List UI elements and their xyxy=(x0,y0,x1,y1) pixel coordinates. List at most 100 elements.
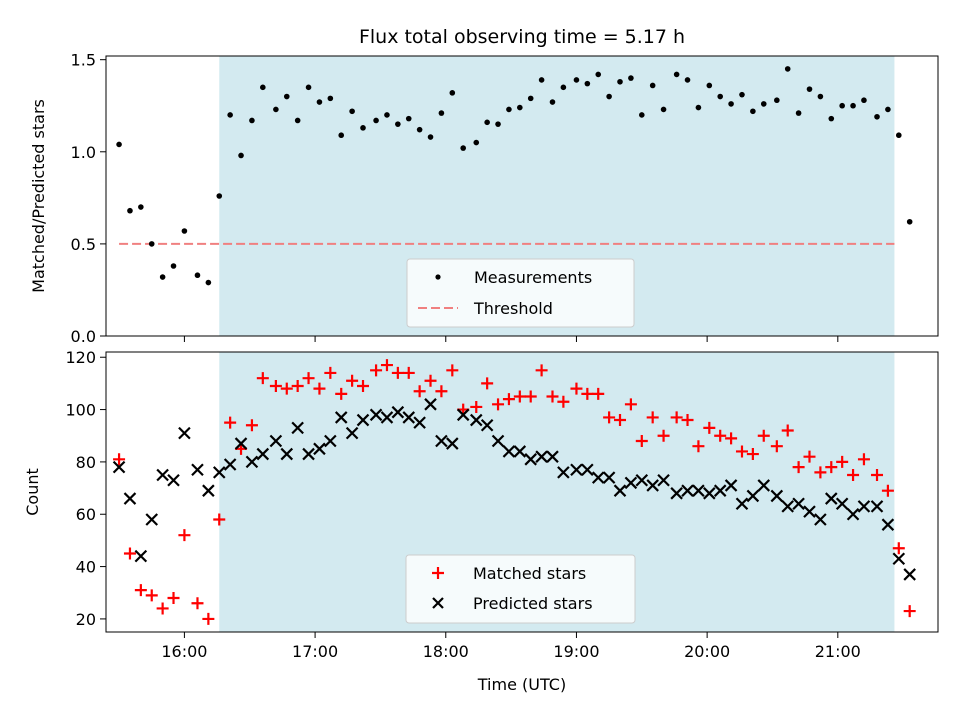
predicted-star-point xyxy=(581,463,594,477)
predicted-star-point xyxy=(735,497,749,511)
predicted-star-point xyxy=(557,466,570,479)
matched-star-point xyxy=(502,393,515,406)
measurement-point xyxy=(606,93,612,100)
matched-star-point xyxy=(413,385,426,398)
measurement-point xyxy=(861,97,867,104)
measurement-point xyxy=(560,84,567,91)
measurement-point xyxy=(649,82,656,89)
predicted-star-point xyxy=(546,450,559,463)
measurement-point xyxy=(760,101,767,107)
legend-matched-marker xyxy=(432,567,444,579)
predicted-star-point xyxy=(835,497,849,511)
matched-star-point xyxy=(524,390,537,403)
predicted-star-point xyxy=(792,497,805,511)
measurement-point xyxy=(148,241,155,247)
matched-star-point xyxy=(391,366,404,379)
predicted-star-point xyxy=(324,434,337,448)
predicted-star-point xyxy=(713,484,727,497)
measurement-point xyxy=(127,207,133,214)
measurement-point xyxy=(460,145,466,151)
predicted-star-point xyxy=(781,500,794,513)
matched-star-point xyxy=(335,387,348,400)
measurement-point xyxy=(660,106,667,113)
matched-star-point xyxy=(256,372,269,385)
predicted-star-point xyxy=(602,471,616,484)
predicted-star-point xyxy=(770,489,784,503)
predicted-star-point xyxy=(112,460,126,474)
measurement-point xyxy=(294,117,301,124)
measurement-point xyxy=(874,113,880,120)
matched-star-point xyxy=(313,382,326,395)
measurement-point xyxy=(227,112,233,118)
matched-star-point xyxy=(692,440,705,453)
matched-star-point xyxy=(280,382,293,395)
matched-star-point xyxy=(470,400,483,413)
measurement-point xyxy=(638,112,645,118)
matched-star-point xyxy=(847,468,860,481)
predicted-star-point xyxy=(824,492,838,505)
legend-threshold-label: Threshold xyxy=(473,299,553,318)
predicted-star-point xyxy=(380,411,394,424)
predicted-star-point xyxy=(513,445,527,458)
predicted-star-point xyxy=(145,513,159,526)
matched-star-point xyxy=(224,416,237,429)
matched-star-point xyxy=(535,364,548,377)
matched-star-point xyxy=(735,445,748,458)
matched-star-point xyxy=(603,411,616,424)
matched-star-point xyxy=(881,484,894,497)
measurement-point xyxy=(159,274,166,280)
measurement-point xyxy=(249,117,255,124)
measurement-point xyxy=(205,279,212,286)
predicted-star-point xyxy=(803,505,816,518)
predicted-star-point xyxy=(123,492,137,505)
measurement-point xyxy=(495,121,501,127)
predicted-star-point xyxy=(646,479,659,492)
predicted-star-point xyxy=(167,473,180,487)
predicted-star-point xyxy=(356,413,370,427)
matched-star-point xyxy=(191,597,204,610)
predicted-star-point xyxy=(757,479,771,492)
predicted-star-point xyxy=(234,437,248,450)
predicted-star-point xyxy=(591,471,605,484)
predicted-star-point xyxy=(724,479,738,492)
predicted-star-point xyxy=(369,408,383,422)
matched-star-point xyxy=(624,398,637,411)
top-y-tick-label: 0.5 xyxy=(71,235,96,254)
measurement-point xyxy=(806,86,813,92)
bot-y-tick-label: 40 xyxy=(76,558,96,577)
measurement-point xyxy=(628,75,634,81)
predicted-star-point xyxy=(857,500,871,513)
bottom-legend: Matched stars Predicted stars xyxy=(405,554,636,624)
predicted-star-point xyxy=(313,442,326,456)
predicted-star-point xyxy=(892,552,906,566)
measurement-point xyxy=(473,139,480,146)
measurement-point xyxy=(885,106,891,113)
matched-star-point xyxy=(492,398,505,411)
matched-star-point xyxy=(156,602,169,615)
predicted-star-point xyxy=(191,463,204,477)
measurement-point xyxy=(584,80,591,87)
predicted-star-point xyxy=(446,437,459,450)
predicted-star-point xyxy=(670,487,683,500)
predicted-star-point xyxy=(391,405,405,419)
predicted-star-point xyxy=(212,466,226,479)
matched-star-point xyxy=(167,591,180,604)
matched-star-point xyxy=(581,387,594,400)
predicted-star-point xyxy=(334,411,348,424)
matched-star-point xyxy=(614,414,627,427)
measurement-point xyxy=(181,228,188,234)
bot-y-tick-label: 20 xyxy=(76,610,96,629)
predicted-star-point xyxy=(178,426,191,440)
measurement-point xyxy=(673,71,680,78)
matched-star-point xyxy=(703,421,716,434)
predicted-star-point xyxy=(202,484,215,497)
measurement-point xyxy=(360,125,366,131)
top-legend: Measurements Threshold xyxy=(406,258,635,328)
matched-star-point xyxy=(657,429,670,442)
measurement-point xyxy=(817,93,824,100)
measurement-point xyxy=(573,77,580,83)
measurement-point xyxy=(283,93,290,100)
predicted-star-point xyxy=(491,434,505,448)
measurement-point xyxy=(895,132,902,139)
legend-predicted-label: Predicted stars xyxy=(473,594,593,613)
